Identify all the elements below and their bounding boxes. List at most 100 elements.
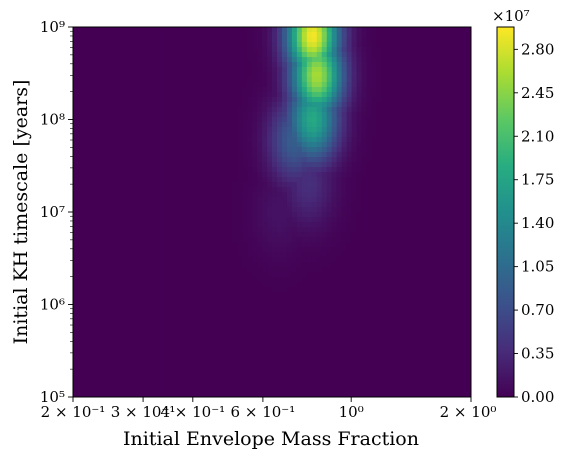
- heatmap-cell: [356, 77, 363, 83]
- heatmap-cell: [262, 107, 268, 113]
- heatmap-cell: [232, 147, 238, 153]
- heatmap-cell: [391, 67, 397, 73]
- heatmap-cell: [291, 232, 298, 238]
- heatmap-cell: [212, 152, 218, 158]
- heatmap-cell: [281, 307, 288, 313]
- heatmap-cell: [207, 142, 213, 148]
- heatmap-cell: [167, 197, 174, 203]
- heatmap-cell: [73, 37, 79, 43]
- heatmap-cell: [182, 97, 189, 103]
- heatmap-cell: [461, 247, 467, 253]
- heatmap-cell: [207, 177, 213, 183]
- heatmap-cell: [82, 272, 89, 278]
- heatmap-cell: [122, 227, 129, 233]
- heatmap-cell: [451, 217, 457, 223]
- heatmap-cell: [401, 87, 407, 93]
- heatmap-cell: [267, 217, 273, 223]
- heatmap-cell: [212, 87, 218, 93]
- heatmap-cell: [112, 332, 119, 338]
- heatmap-cell: [202, 137, 208, 143]
- heatmap-cell: [356, 247, 363, 253]
- heatmap-cell: [222, 327, 228, 333]
- heatmap-cell: [451, 37, 457, 43]
- heatmap-cell: [346, 297, 353, 303]
- heatmap-cell: [311, 167, 318, 173]
- heatmap-cell: [77, 92, 84, 98]
- heatmap-cell: [197, 67, 203, 73]
- heatmap-cell: [446, 67, 452, 73]
- heatmap-cell: [147, 142, 154, 148]
- heatmap-cell: [262, 237, 268, 243]
- heatmap-cell: [127, 152, 134, 158]
- heatmap-cell: [461, 112, 467, 118]
- heatmap-cell: [192, 267, 198, 273]
- heatmap-cell: [396, 172, 402, 178]
- heatmap-cell: [227, 62, 233, 68]
- heatmap-cell: [137, 52, 144, 58]
- heatmap-cell: [117, 317, 124, 323]
- heatmap-cell: [366, 277, 373, 283]
- heatmap-cell: [426, 122, 432, 128]
- heatmap-cell: [321, 267, 328, 273]
- heatmap-cell: [202, 202, 208, 208]
- heatmap-cell: [177, 77, 184, 83]
- heatmap-cell: [326, 217, 333, 223]
- heatmap-cell: [326, 102, 333, 108]
- heatmap-cell: [87, 62, 94, 68]
- heatmap-cell: [252, 32, 258, 38]
- heatmap-cell: [331, 287, 338, 293]
- heatmap-cell: [167, 262, 174, 268]
- heatmap-cell: [416, 122, 422, 128]
- heatmap-cell: [137, 287, 144, 293]
- heatmap-cell: [446, 182, 452, 188]
- heatmap-cell: [316, 152, 323, 158]
- heatmap-cell: [157, 72, 164, 78]
- heatmap-cell: [316, 142, 323, 148]
- heatmap-cell: [366, 312, 373, 318]
- heatmap-cell: [426, 127, 432, 133]
- heatmap-cell: [311, 187, 318, 193]
- heatmap-cell: [341, 312, 348, 318]
- heatmap-cell: [386, 307, 392, 313]
- heatmap-cell: [441, 327, 447, 333]
- heatmap-cell: [346, 252, 353, 258]
- heatmap-cell: [102, 32, 109, 38]
- heatmap-cell: [137, 307, 144, 313]
- heatmap-cell: [247, 172, 253, 178]
- heatmap-cell: [102, 247, 109, 253]
- heatmap-cell: [77, 27, 84, 33]
- heatmap-cell: [147, 152, 154, 158]
- heatmap-cell: [202, 207, 208, 213]
- heatmap-cell: [301, 202, 308, 208]
- heatmap-cell: [421, 252, 427, 258]
- heatmap-cell: [441, 102, 447, 108]
- heatmap-cell: [456, 62, 462, 68]
- heatmap-cell: [77, 337, 84, 343]
- heatmap-cell: [117, 237, 124, 243]
- heatmap-cell: [142, 102, 149, 108]
- heatmap-cell: [296, 62, 303, 68]
- heatmap-cell: [356, 122, 363, 128]
- heatmap-cell: [262, 172, 268, 178]
- heatmap-cell: [252, 107, 258, 113]
- heatmap-cell: [162, 182, 169, 188]
- heatmap-cell: [197, 47, 203, 53]
- heatmap-cell: [87, 177, 94, 183]
- heatmap-cell: [291, 267, 298, 273]
- heatmap-cell: [247, 212, 253, 218]
- heatmap-cell: [182, 322, 189, 328]
- heatmap-cell: [331, 127, 338, 133]
- heatmap-cell: [192, 177, 198, 183]
- heatmap-cell: [222, 232, 228, 238]
- heatmap-cell: [262, 87, 268, 93]
- heatmap-cell: [272, 202, 278, 208]
- heatmap-cell: [92, 202, 99, 208]
- heatmap-cell: [306, 27, 313, 33]
- heatmap-cell: [207, 212, 213, 218]
- heatmap-cell: [152, 202, 159, 208]
- heatmap-cell: [321, 207, 328, 213]
- heatmap-cell: [351, 302, 358, 308]
- heatmap-cell: [326, 117, 333, 123]
- heatmap-cell: [142, 82, 149, 88]
- heatmap-cell: [296, 297, 303, 303]
